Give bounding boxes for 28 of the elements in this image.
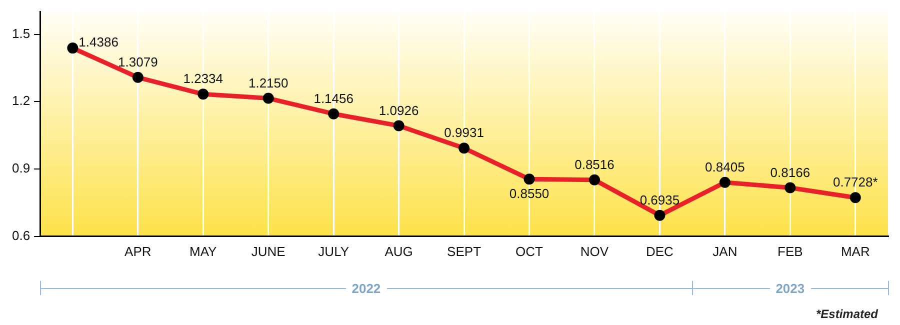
data-label: 0.8516	[574, 156, 614, 172]
text: 2023	[774, 280, 806, 296]
y-tick-label: 1.5	[12, 26, 30, 41]
x-tick-label: FEB	[778, 244, 803, 259]
x-tick-label: OCT	[516, 244, 544, 259]
x-tick-label: DEC	[646, 244, 674, 259]
text: 2022	[350, 280, 382, 296]
x-tick-label: JAN	[712, 244, 738, 259]
data-label: 1.2150	[248, 75, 288, 90]
y-tick-label: 1.2	[12, 93, 30, 108]
data-label: 1.4386	[78, 34, 118, 50]
data-label: 1.3079	[118, 54, 158, 70]
x-tick-label: MAR	[840, 244, 870, 259]
data-label: 1.0926	[378, 102, 419, 118]
y-tick-label: 0.6	[12, 228, 30, 243]
x-tick-label: NOV	[580, 244, 609, 259]
text: *Estimated	[816, 307, 878, 321]
y-tick-label: 0.9	[12, 160, 30, 176]
x-tick-label: SEPT	[447, 244, 482, 259]
data-label: 1.1456	[314, 90, 354, 106]
x-tick-label: MAY	[190, 244, 218, 259]
x-tick-label: JULY	[318, 244, 350, 259]
x-tick-label: APR	[124, 244, 152, 259]
x-tick-label: AUG	[384, 244, 413, 259]
x-tick-label: JUNE	[251, 244, 286, 259]
data-label: 0.8405	[705, 159, 745, 174]
data-label: 1.2334	[183, 71, 224, 86]
data-label: 0.9931	[444, 125, 484, 140]
